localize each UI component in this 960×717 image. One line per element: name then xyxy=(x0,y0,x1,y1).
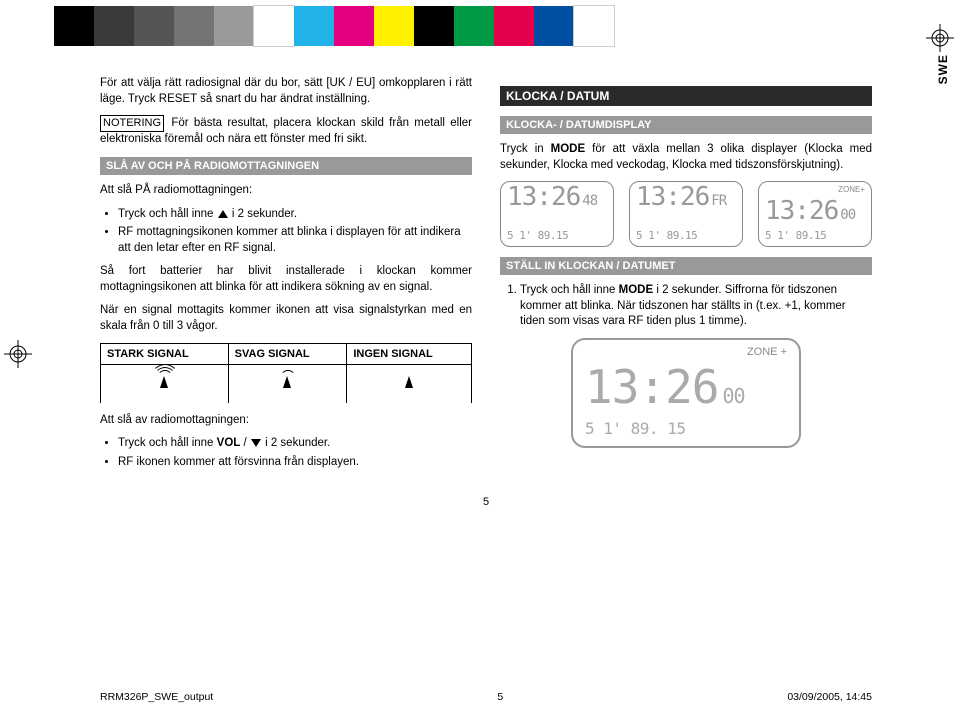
signal-none-icon xyxy=(397,372,421,392)
left-column: För att välja rätt radiosignal där du bo… xyxy=(100,76,472,478)
lcd-weekday: 13:26FR 5 1' 89.15 xyxy=(629,181,743,247)
section-heading-radio: SLÅ AV OCH PÅ RADIOMOTTAGNINGEN xyxy=(100,157,472,175)
section-heading-clock: KLOCKA / DATUM xyxy=(500,86,872,106)
table-header: INGEN SIGNAL xyxy=(347,343,472,364)
right-column: KLOCKA / DATUM KLOCKA- / DATUMDISPLAY Tr… xyxy=(500,76,872,478)
registration-mark xyxy=(926,24,954,55)
lcd-seconds: 13:2648 5 1' 89.15 xyxy=(500,181,614,247)
signal-weak-icon xyxy=(275,372,299,392)
table-header: SVAG SIGNAL xyxy=(228,343,347,364)
down-arrow-icon xyxy=(251,439,261,447)
body-text: Så fort batterier har blivit installerad… xyxy=(100,264,472,295)
numbered-list: Tryck och håll inne MODE i 2 sekunder. S… xyxy=(500,283,872,330)
table-header: STARK SIGNAL xyxy=(101,343,229,364)
lcd-large-example: ZONE + 13:2600 5 1' 89. 15 xyxy=(571,338,801,448)
footer-filename: RRM326P_SWE_output xyxy=(100,691,213,703)
footer: RRM326P_SWE_output 5 03/09/2005, 14:45 xyxy=(100,691,872,703)
body-text: Att slå PÅ radiomottagningen: xyxy=(100,183,472,199)
bullet-list: Tryck och håll inne i 2 sekunder. RF mot… xyxy=(100,207,472,257)
signal-strong-icon xyxy=(152,372,176,392)
table-cell xyxy=(347,364,472,403)
body-text: När en signal mottagits kommer ikonen at… xyxy=(100,303,472,334)
body-text: Tryck in MODE för att växla mellan 3 oli… xyxy=(500,142,872,173)
footer-page: 5 xyxy=(497,691,503,703)
language-tab: SWE xyxy=(936,54,950,84)
registration-mark xyxy=(4,340,32,371)
body-text: Att slå av radiomottagningen: xyxy=(100,413,472,429)
page-number: 5 xyxy=(100,496,872,508)
list-item: Tryck och håll inne i 2 sekunder. xyxy=(118,207,472,223)
section-heading-display: KLOCKA- / DATUMDISPLAY xyxy=(500,116,872,134)
lcd-examples-row: 13:2648 5 1' 89.15 13:26FR 5 1' 89.15 ZO… xyxy=(500,181,872,247)
up-arrow-icon xyxy=(218,210,228,218)
notice-badge: NOTERING xyxy=(100,115,164,132)
list-item: RF mottagningsikonen kommer att blinka i… xyxy=(118,225,472,256)
table-cell xyxy=(228,364,347,403)
lcd-zone: ZONE+ 13:2600 5 1' 89.15 xyxy=(758,181,872,247)
list-item: RF ikonen kommer att försvinna från disp… xyxy=(118,455,472,471)
list-item: Tryck och håll inne VOL / i 2 sekunder. xyxy=(118,436,472,452)
bullet-list: Tryck och håll inne VOL / i 2 sekunder. … xyxy=(100,436,472,470)
color-swatch-strip xyxy=(54,6,614,46)
footer-timestamp: 03/09/2005, 14:45 xyxy=(787,691,872,703)
page-content: För att välja rätt radiosignal där du bo… xyxy=(100,76,872,508)
body-text: NOTERING För bästa resultat, placera klo… xyxy=(100,115,472,147)
body-text: För att välja rätt radiosignal där du bo… xyxy=(100,76,472,107)
signal-strength-table: STARK SIGNAL SVAG SIGNAL INGEN SIGNAL xyxy=(100,343,472,403)
list-item: Tryck och håll inne MODE i 2 sekunder. S… xyxy=(520,283,872,330)
table-cell xyxy=(101,364,229,403)
section-heading-set: STÄLL IN KLOCKAN / DATUMET xyxy=(500,257,872,275)
